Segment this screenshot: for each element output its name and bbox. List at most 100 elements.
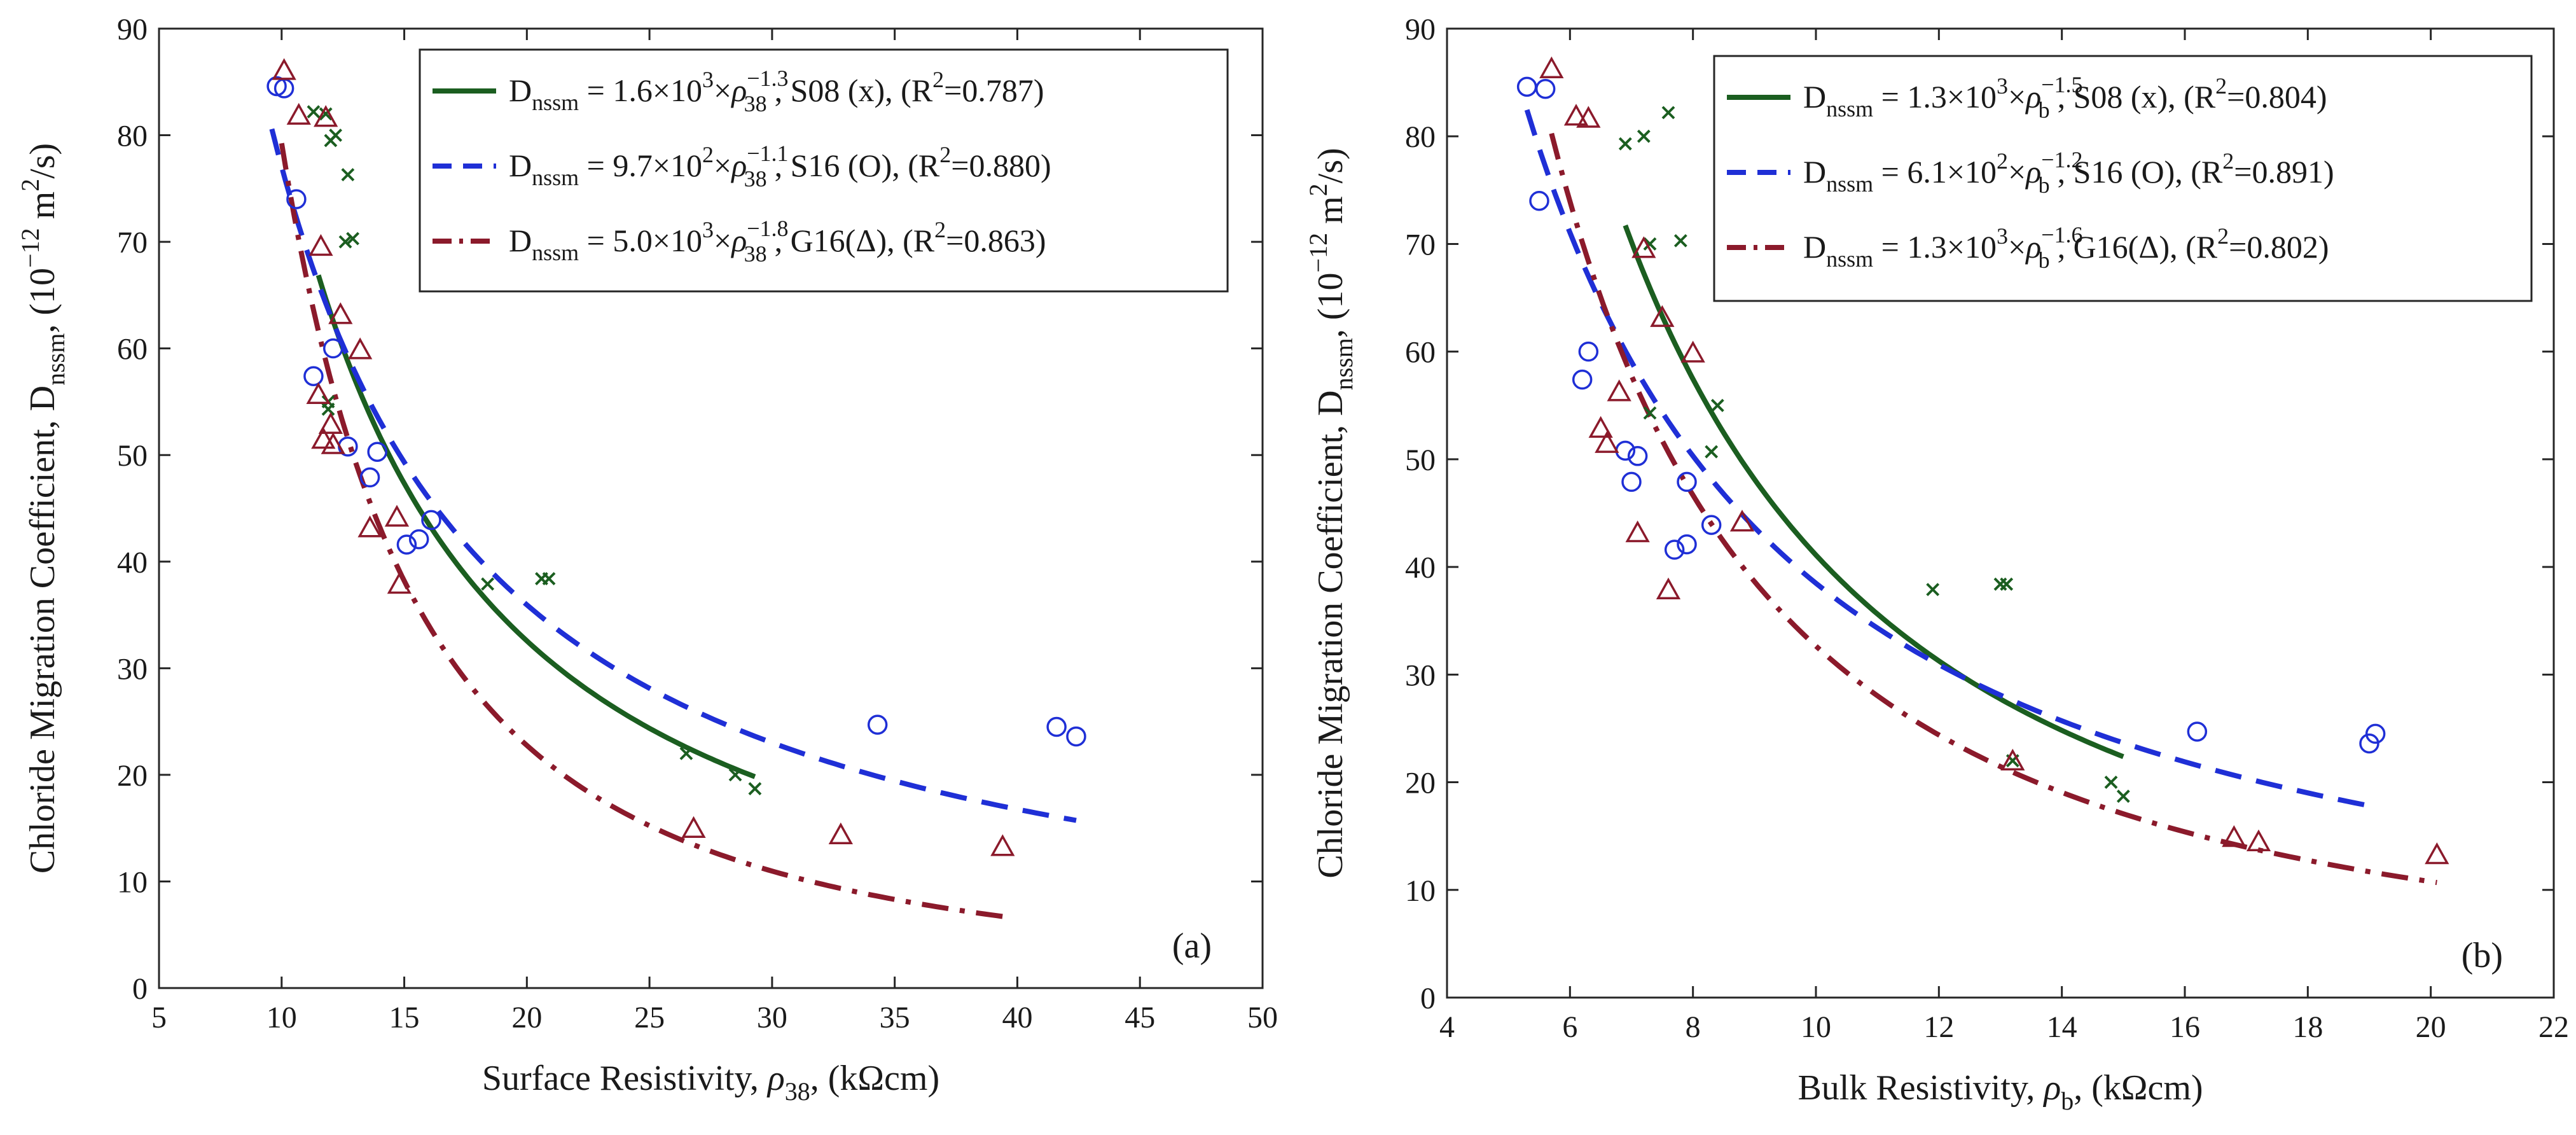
y-tick-label: 50 (1405, 443, 1436, 477)
data-point-x (346, 232, 360, 246)
legend-entry-o: Dnssm = 6.1×102×ρ−1.2 b, S16 (O), (R2=0.8… (1803, 147, 2334, 198)
x-tick-label: 18 (2292, 1010, 2323, 1044)
data-point-circle (1664, 540, 1685, 560)
data-point-x (1705, 445, 1719, 459)
data-point-x (1661, 106, 1675, 120)
data-point-circle (1516, 76, 1537, 97)
data-point-triangle (314, 105, 338, 127)
data-point-triangle (1576, 106, 1601, 128)
y-tick-label: 50 (117, 439, 148, 473)
data-point-triangle (1729, 510, 1755, 532)
x-tick-label: 10 (1801, 1010, 1831, 1044)
data-point-x (2116, 790, 2130, 803)
legend-entry-triangle: Dnssm = 1.3×103×ρ−1.6 b, G16(Δ), (R2=0.80… (1803, 222, 2329, 273)
y-tick-label: 60 (117, 333, 148, 366)
data-point-triangle (681, 816, 706, 838)
x-tick-label: 15 (389, 1001, 420, 1034)
panel-b: 4 6 8 10 12 14 16 18 20 22 0 10 20 30 40 50 60 70 80 90 Dnss… (1304, 13, 2569, 1115)
data-point-triangle (328, 302, 353, 324)
x-tick-label: 35 (880, 1001, 910, 1034)
data-point-x (1673, 233, 1687, 247)
data-point-x (679, 746, 693, 760)
legend: Dnssm = 1.3×103×ρ−1.5 b, S08 (x), (R2=0.8… (1713, 55, 2533, 302)
panel-label: (b) (2462, 936, 2503, 975)
y-tick-label: 70 (1405, 228, 1436, 261)
data-point-circle (1621, 471, 1642, 492)
data-point-x (338, 235, 352, 249)
data-point-x (1643, 406, 1657, 420)
data-point-triangle (348, 337, 373, 359)
data-point-triangle (1588, 415, 1613, 438)
data-point-circle (359, 467, 380, 488)
x-tick-label: 20 (2416, 1010, 2446, 1044)
data-point-triangle (828, 822, 853, 845)
panel-label: (a) (1172, 926, 1212, 966)
y-tick-label: 0 (132, 972, 148, 1006)
data-point-circle (2187, 721, 2208, 742)
y-tick-label: 40 (1405, 551, 1436, 585)
data-point-circle (1066, 726, 1086, 747)
data-point-circle (1677, 471, 1697, 492)
x-tick-label: 5 (151, 1001, 167, 1034)
x-tick-label: 6 (1562, 1010, 1577, 1044)
x-tick-label: 10 (267, 1001, 297, 1034)
y-axis-label: Chloride Migration Coefficient, Dnssm, (… (16, 143, 70, 874)
data-point-triangle (1656, 577, 1681, 599)
legend-entry-x: Dnssm = 1.3×103×ρ−1.5 b, S08 (x), (R2=0.8… (1803, 72, 2327, 123)
legend-box (1713, 55, 2533, 302)
fit-curve-o (1524, 109, 2376, 810)
legend-entry-x: Dnssm = 1.6×103×ρ−1.3 38, S08 (x), (R2=0.… (509, 66, 1044, 116)
data-point-triangle (2425, 842, 2449, 865)
y-tick-label: 10 (117, 865, 148, 899)
data-point-x (2104, 776, 2118, 789)
data-point-triangle (1650, 305, 1675, 327)
data-point-x (329, 129, 343, 142)
data-point-x (1993, 577, 2007, 591)
data-point-circle (1677, 534, 1697, 555)
y-tick-label: 90 (117, 13, 148, 46)
data-point-circle (367, 442, 387, 462)
plot-area (1516, 56, 2449, 886)
data-point-triangle (308, 233, 333, 256)
x-tick-label: 25 (634, 1001, 665, 1034)
x-tick-label: 8 (1686, 1010, 1701, 1044)
data-point-circle (286, 189, 307, 209)
fit-curve-x (1623, 224, 2124, 760)
data-point-triangle (1563, 104, 1589, 126)
data-point-circle (396, 534, 417, 555)
data-point-triangle (318, 412, 343, 434)
legend-entry-triangle: Dnssm = 5.0×103×ρ−1.8 38, G16(Δ), (R2=0.8… (509, 216, 1046, 267)
data-point-circle (1627, 446, 1648, 466)
data-point-triangle (2246, 829, 2271, 851)
fit-curve-o (269, 128, 1077, 823)
data-point-x (481, 577, 495, 591)
data-point-x (2000, 577, 2014, 591)
x-tick-label: 16 (2170, 1010, 2200, 1044)
data-point-circle (1701, 515, 1722, 535)
legend: Dnssm = 1.6×103×ρ−1.3 38, S08 (x), (R2=0.… (419, 48, 1229, 293)
x-axis-label: Bulk Resistivity, ρb, (kΩcm) (1797, 1068, 2203, 1115)
data-point-x (307, 105, 321, 119)
data-point-triangle (311, 427, 336, 449)
data-point-triangle (990, 834, 1015, 856)
axes-frame (158, 27, 1264, 989)
data-point-circle (1572, 369, 1593, 390)
x-tick-label: 40 (1002, 1001, 1032, 1034)
legend-entry-o: Dnssm = 9.7×102×ρ−1.1 38, S16 (O), (R2=0.… (509, 141, 1051, 191)
data-point-triangle (1539, 56, 1564, 78)
data-point-triangle (2000, 748, 2025, 771)
data-point-x (319, 107, 333, 121)
data-point-triangle (384, 505, 410, 527)
y-tick-label: 40 (117, 546, 148, 580)
y-tick-label: 30 (117, 652, 148, 686)
data-point-x (341, 168, 355, 181)
y-tick-label: 80 (117, 120, 148, 153)
data-point-triangle (321, 432, 345, 454)
y-tick-label: 90 (1405, 13, 1436, 46)
x-tick-label: 20 (511, 1001, 542, 1034)
x-tick-label: 22 (2538, 1010, 2569, 1044)
data-point-circle (2359, 733, 2379, 754)
data-point-circle (2365, 723, 2386, 744)
data-point-triangle (1607, 379, 1631, 401)
y-tick-label: 60 (1405, 336, 1436, 370)
